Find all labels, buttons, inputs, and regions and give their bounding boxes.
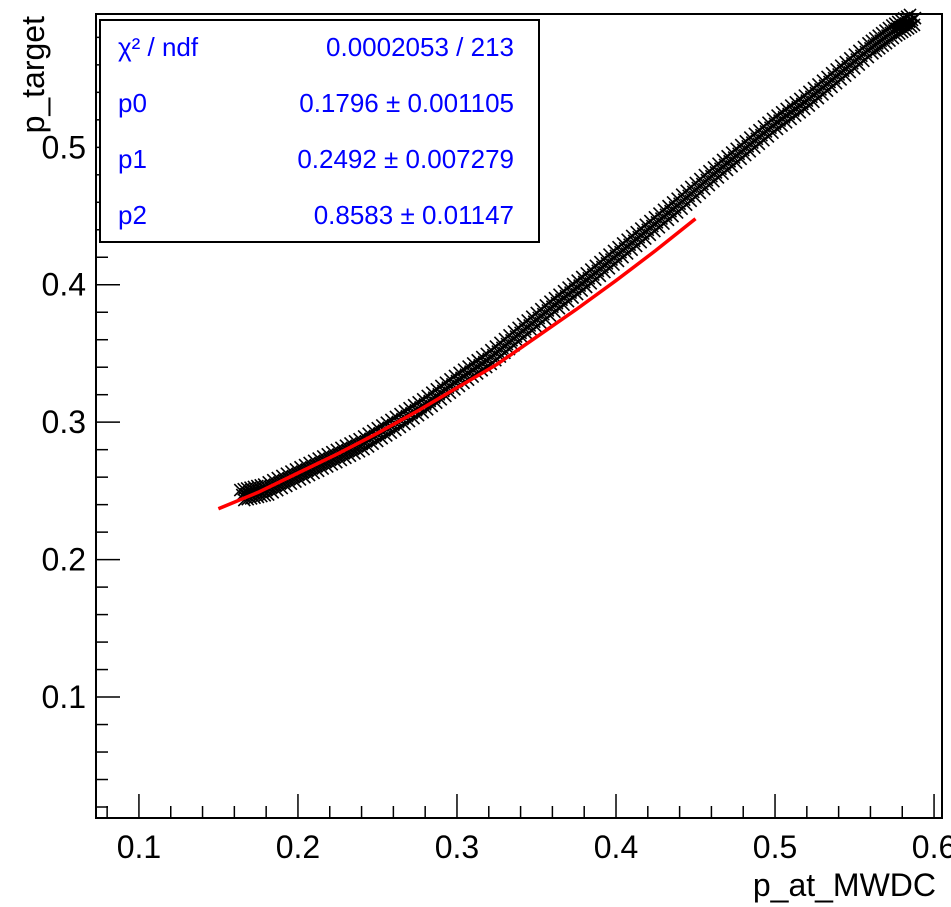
y-axis-title: p_target bbox=[15, 16, 51, 134]
y-tick-label: 0.2 bbox=[42, 542, 86, 578]
y-tick-label: 0.4 bbox=[42, 267, 86, 303]
x-tick-label: 0.6 bbox=[912, 829, 951, 865]
y-tick-label: 0.5 bbox=[42, 129, 86, 165]
data-marker bbox=[343, 449, 357, 463]
stats-row-value: 0.0002053 / 213 bbox=[326, 32, 514, 62]
y-tick-label: 0.3 bbox=[42, 404, 86, 440]
data-marker bbox=[908, 11, 922, 25]
y-tick-label: 0.1 bbox=[42, 679, 86, 715]
stats-box-frame bbox=[99, 19, 540, 243]
x-tick-label: 0.1 bbox=[117, 829, 161, 865]
stats-rows: χ² / ndf 0.0002053 / 213 p0 0.1796 ± 0.0011… bbox=[118, 32, 514, 230]
x-tick-label: 0.4 bbox=[594, 829, 638, 865]
stats-row-value: 0.2492 ± 0.007279 bbox=[297, 144, 514, 174]
stats-row-value: 0.1796 ± 0.001105 bbox=[299, 88, 514, 118]
stats-row-label: p2 bbox=[118, 200, 147, 230]
x-axis-title: p_at_MWDC bbox=[753, 867, 936, 903]
x-tick-label: 0.2 bbox=[276, 829, 320, 865]
data-marker bbox=[352, 444, 366, 458]
stats-row-value: 0.8583 ± 0.01147 bbox=[314, 200, 514, 230]
stats-row-label: χ² / ndf bbox=[118, 32, 199, 62]
stats-box: χ² / ndf 0.0002053 / 213 p0 0.1796 ± 0.0011… bbox=[99, 19, 540, 243]
x-tick-label: 0.5 bbox=[753, 829, 797, 865]
fit-curve bbox=[217, 217, 697, 511]
stats-row-label: p0 bbox=[118, 88, 147, 118]
stats-row-label: p1 bbox=[118, 144, 147, 174]
x-tick-label: 0.3 bbox=[435, 829, 479, 865]
data-marker bbox=[347, 446, 362, 461]
tick-labels: 0.1 0.2 0.3 0.4 0.5 0.6 0.1 0.2 0.3 0.4 0.5 bbox=[42, 129, 951, 865]
